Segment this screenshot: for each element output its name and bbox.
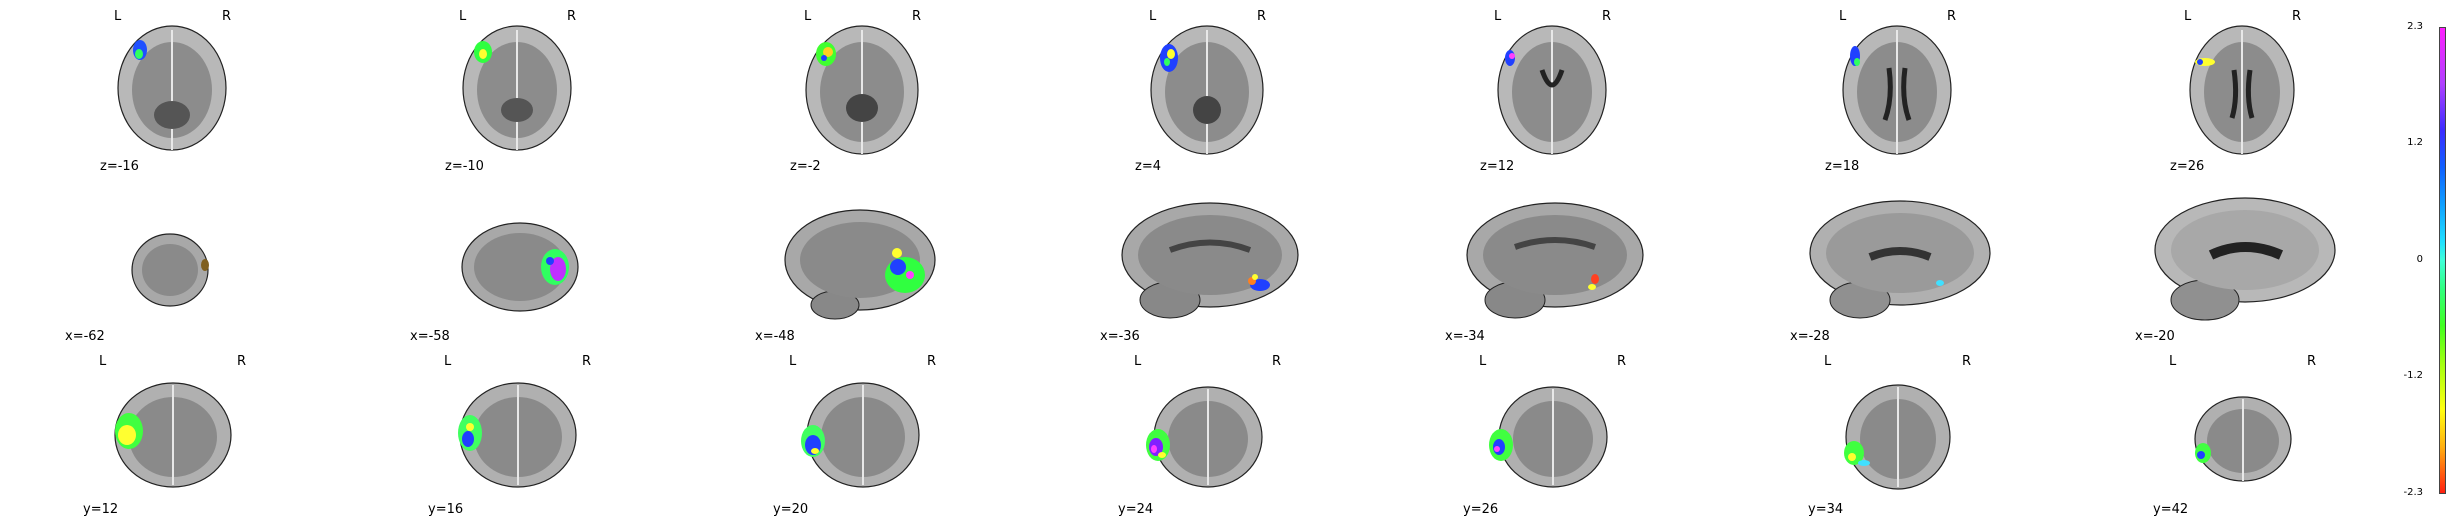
left-marker: L [804,9,812,24]
brain-sagittal-image [784,209,936,320]
sagittal-slice-1: x=-62 [65,195,255,343]
slice-coordinate: z=18 [1825,159,1860,174]
right-marker: R [1272,354,1282,369]
brain-axial-image [805,25,919,155]
slice-coordinate: y=34 [1808,502,1844,517]
slice-coordinate: z=-16 [100,159,139,174]
right-marker: R [567,9,577,24]
slice-coordinate: y=24 [1118,502,1154,517]
brain-axial-image [117,25,227,151]
sagittal-slice-4: x=-36 [1100,195,1310,343]
axial-slice-7: L R z=26 [2170,9,2310,173]
brain-axial-image [1497,25,1607,155]
axial-slice-6: L R z=18 [1825,9,1965,173]
right-marker: R [1602,9,1612,24]
axial-slice-4: L R z=4 [1135,9,1275,173]
coronal-slice-3: L R y=20 [773,354,945,516]
right-marker: R [1257,9,1267,24]
brain-sagittal-image [461,222,579,312]
brain-axial-image [462,25,572,151]
right-marker: R [1617,354,1627,369]
right-marker: R [927,354,937,369]
slice-coordinate: x=-62 [65,329,105,344]
slice-coordinate: x=-20 [2135,329,2175,344]
slice-coordinate: x=-28 [1790,329,1830,344]
right-marker: R [582,354,592,369]
brain-sagittal-image [1466,202,1644,319]
axial-slice-5: L R z=12 [1480,9,1620,173]
slice-coordinate: y=26 [1463,502,1499,517]
axial-slice-1: L R z=-16 [100,9,240,173]
sagittal-slice-2: x=-58 [410,195,600,343]
slice-coordinate: z=4 [1135,159,1161,174]
axial-slice-2: L R z=-10 [445,9,585,173]
right-marker: R [2307,354,2317,369]
slice-coordinate: x=-48 [755,329,795,344]
slice-coordinate: y=16 [428,502,464,517]
brain-coronal-image [1146,386,1263,488]
slice-coordinate: z=12 [1480,159,1515,174]
brain-coronal-image [2194,396,2292,482]
coronal-slice-2: L R y=16 [428,354,600,516]
right-marker: R [222,9,232,24]
left-marker: L [1494,9,1502,24]
coronal-slice-4: L R y=24 [1118,354,1290,516]
slice-coordinate: y=12 [83,502,119,517]
left-marker: L [2169,354,2177,369]
right-marker: R [1962,354,1972,369]
left-marker: L [1839,9,1847,24]
brain-axial-image [1842,25,1952,155]
left-marker: L [1824,354,1832,369]
left-marker: L [459,9,467,24]
slice-coordinate: z=-2 [790,159,821,174]
brain-sagittal-image [131,233,209,307]
slice-coordinate: z=-10 [445,159,484,174]
brain-sagittal-image [2154,197,2336,321]
colorbar-tick-min: -2.3 [2403,487,2423,498]
coronal-slice-7: L R y=42 [2153,354,2325,516]
right-marker: R [2292,9,2302,24]
left-marker: L [1134,354,1142,369]
coronal-slice-6: L R y=34 [1808,354,1980,516]
brain-coronal-image [1489,386,1608,488]
sagittal-slice-7: x=-20 [2135,195,2345,343]
brain-axial-image [1150,25,1264,155]
slice-coordinate: y=42 [2153,502,2189,517]
sagittal-slice-6: x=-28 [1790,195,2000,343]
colorbar-tick-zero: 0 [2416,254,2423,265]
slice-coordinate: x=-36 [1100,329,1140,344]
axial-slice-3: L R z=-2 [790,9,930,173]
brain-sagittal-image [1809,200,1991,319]
left-marker: L [444,354,452,369]
left-marker: L [789,354,797,369]
brain-coronal-image [801,382,920,488]
left-marker: L [114,9,122,24]
coronal-slice-1: L R y=12 [83,354,255,516]
colorbar [2439,27,2446,494]
left-marker: L [99,354,107,369]
brain-coronal-image [114,382,232,488]
slice-coordinate: z=26 [2170,159,2205,174]
left-marker: L [1479,354,1487,369]
slice-coordinate: x=-58 [410,329,450,344]
sagittal-slice-3: x=-48 [755,195,945,343]
colorbar-tick-mid-high: 1.2 [2407,137,2423,148]
colorbar-tick-mid-low: -1.2 [2403,370,2423,381]
sagittal-slice-5: x=-34 [1445,195,1655,343]
coronal-slice-5: L R y=26 [1463,354,1635,516]
left-marker: L [2184,9,2192,24]
slice-coordinate: x=-34 [1445,329,1485,344]
right-marker: R [1947,9,1957,24]
colorbar-tick-max: 2.3 [2407,21,2423,32]
right-marker: R [237,354,247,369]
brain-sagittal-image [1121,202,1299,319]
brain-axial-image [2189,25,2295,155]
brain-coronal-image [1844,384,1951,490]
brain-coronal-image [458,382,577,488]
slice-coordinate: y=20 [773,502,809,517]
left-marker: L [1149,9,1157,24]
right-marker: R [912,9,922,24]
